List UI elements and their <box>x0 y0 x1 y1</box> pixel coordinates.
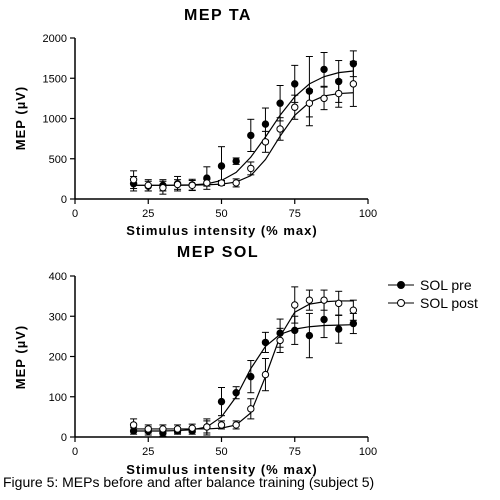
data-point-post <box>261 138 270 146</box>
data-point-post <box>335 89 343 98</box>
data-point-pre <box>276 99 284 107</box>
data-point-post <box>173 180 182 189</box>
data-point-post <box>291 103 299 111</box>
y-axis-label: MEP (µV) <box>13 325 28 389</box>
fit-curve-pre <box>133 70 354 186</box>
data-point-pre <box>247 372 255 381</box>
y-tick-label: 0 <box>61 432 67 444</box>
figure-caption: Figure 5: MEPs before and after balance … <box>3 474 375 490</box>
chart-title: MEP SOL <box>177 244 259 261</box>
fit-curve-post <box>133 300 354 430</box>
x-tick-label: 75 <box>289 208 301 220</box>
plot-area: 0 100 200 300 400 0 25 50 75 100 <box>49 271 378 458</box>
data-point-pre <box>291 326 299 335</box>
data-point-post <box>276 125 284 133</box>
data-point-post <box>305 99 314 107</box>
data-point-post <box>320 94 328 103</box>
legend: SOL pre SOL post <box>388 277 478 311</box>
legend-label-pre: SOL pre <box>420 277 472 293</box>
plot-area: 0 500 1000 1500 2000 0 25 50 75 100 <box>43 33 378 220</box>
data-point-post <box>276 336 284 345</box>
data-point-pre <box>349 319 358 328</box>
data-point-pre <box>320 315 328 324</box>
legend-label-post: SOL post <box>420 295 478 311</box>
x-axis-label: Stimulus intensity (% max) <box>126 223 317 238</box>
legend-marker-filled <box>397 281 405 289</box>
data-point-pre <box>261 338 270 347</box>
data-point-pre <box>217 162 226 170</box>
x-tick-label: 100 <box>359 208 377 220</box>
data-point-post <box>129 175 138 184</box>
data-point-post <box>349 80 358 88</box>
x-tick-label: 100 <box>359 446 377 458</box>
data-point-pre <box>305 331 314 340</box>
data-point-post <box>305 296 314 304</box>
data-point-post <box>144 425 152 433</box>
x-axis-label: Stimulus intensity (% max) <box>126 462 317 477</box>
x-tick-label: 50 <box>215 446 227 458</box>
data-point-post <box>203 423 211 431</box>
data-point-post <box>188 181 196 190</box>
data-point-post <box>188 424 196 432</box>
data-point-post <box>159 184 167 192</box>
x-tick-label: 75 <box>289 446 301 458</box>
data-point-post <box>232 179 240 187</box>
data-point-post <box>217 179 226 187</box>
chart-mep-ta: MEP TA MEP (µV) Stimulus intensity (% ma… <box>13 7 377 238</box>
data-point-pre <box>232 157 240 165</box>
data-point-post <box>159 425 167 433</box>
data-point-post <box>261 370 270 379</box>
data-point-post <box>217 421 226 429</box>
y-tick-label: 0 <box>61 194 67 206</box>
y-axis-label: MEP (µV) <box>13 86 28 150</box>
data-point-pre <box>291 80 299 88</box>
fit-curve-post <box>133 92 354 186</box>
y-tick-label: 200 <box>49 352 67 364</box>
x-tick-label: 0 <box>72 446 78 458</box>
legend-marker-open <box>397 299 405 307</box>
x-tick-label: 50 <box>215 208 227 220</box>
data-point-pre <box>335 325 343 333</box>
data-point-post <box>291 301 299 309</box>
data-point-post <box>173 425 182 433</box>
y-tick-label: 1000 <box>43 114 67 126</box>
y-tick-label: 100 <box>49 392 67 404</box>
y-tick-label: 1500 <box>43 73 67 85</box>
data-point-post <box>203 179 211 187</box>
x-tick-label: 0 <box>72 208 78 220</box>
data-point-pre <box>261 120 270 128</box>
x-tick-label: 25 <box>142 446 154 458</box>
chart-mep-sol: MEP SOL MEP (µV) Stimulus intensity (% m… <box>13 244 377 477</box>
data-point-post <box>335 299 343 308</box>
chart-title: MEP TA <box>184 7 252 24</box>
data-point-post <box>144 181 152 190</box>
data-point-post <box>232 421 240 429</box>
data-point-pre <box>232 389 240 397</box>
x-tick-label: 25 <box>142 208 154 220</box>
y-tick-label: 500 <box>49 154 67 166</box>
data-point-post <box>349 306 358 314</box>
fit-curve-pre <box>133 324 354 432</box>
data-point-post <box>320 296 328 304</box>
data-point-post <box>247 405 255 413</box>
data-point-pre <box>247 131 255 140</box>
y-tick-label: 2000 <box>43 33 67 45</box>
y-tick-label: 300 <box>49 311 67 323</box>
data-point-pre <box>320 65 328 74</box>
y-tick-label: 400 <box>49 271 67 283</box>
data-point-post <box>247 164 255 173</box>
data-point-post <box>129 421 138 429</box>
data-point-pre <box>217 397 226 406</box>
